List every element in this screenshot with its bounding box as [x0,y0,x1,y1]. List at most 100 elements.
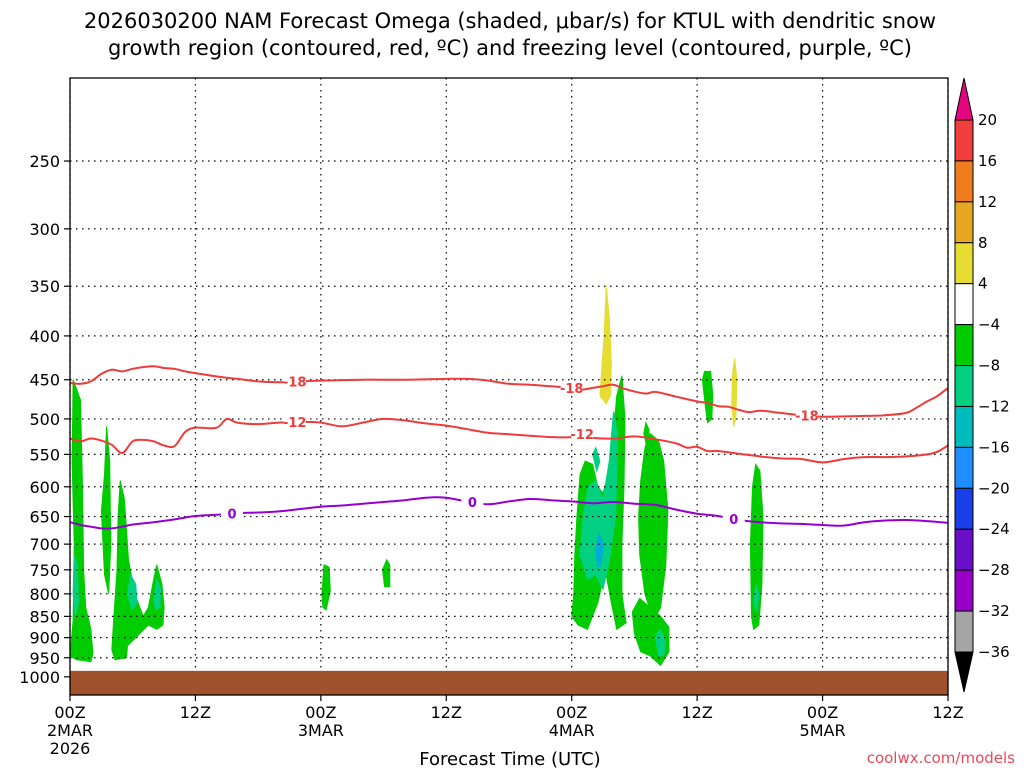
chart-title-line-2: growth region (contoured, red, ºC) and f… [108,36,912,60]
x-tick-label: 12Z [180,703,211,722]
colorbar-tick-label: 16 [978,152,997,170]
y-tick-label: 1000 [19,668,60,687]
contour-label-bg [571,427,594,442]
contour-label: 0 [227,508,236,523]
plot-frame [69,77,949,696]
x-tick-label: 00Z [305,703,336,722]
colorbar-tick-label: −24 [978,520,1010,538]
x-tick-label: 00Z [54,703,85,722]
y-tick-label: 600 [29,478,60,497]
colorbar-segment [954,283,974,326]
contour-label: 0 [468,496,477,511]
y-tick-label: 450 [29,371,60,390]
colorbar-top-arrow [954,77,974,121]
contour-label-bg [560,380,583,395]
colorbar-tick-label: 8 [978,234,988,252]
omega-region [753,584,760,613]
colorbar-segment [954,487,974,530]
colorbar-segment [954,119,974,162]
colorbar-tick-label: 4 [978,275,988,293]
omega-region [599,286,612,405]
omega-region [321,564,331,611]
contour-label: 0 [729,513,738,528]
colorbar-segment [954,446,974,489]
colorbar-segment [954,569,974,612]
colorbar-segment [954,324,974,367]
chart-title-line-1: 2026030200 NAM Forecast Omega (shaded, μ… [84,9,936,33]
ground-shading [70,670,948,695]
contour-label: -12 [570,428,594,443]
contour-label: -18 [560,382,584,397]
y-tick-label: 250 [29,152,60,171]
omega-region [69,379,94,663]
y-tick-label: 500 [29,410,60,429]
x-tick-label: 12Z [932,703,963,722]
contour-line [69,417,949,464]
omega-region [579,411,619,591]
y-tick-label: 850 [29,607,60,626]
contour-label: -18 [795,410,819,425]
colorbar-segment [954,528,974,571]
y-tick-label: 300 [29,220,60,239]
contour-label-bg [461,495,484,510]
x-tick-year-label: 2026 [50,739,91,758]
contour-label-bg [795,408,818,423]
x-tick-label: 12Z [681,703,712,722]
colorbar-tick-label: −8 [978,357,1000,375]
colorbar-segment [954,610,974,653]
x-tick-date-label: 4MAR [549,721,595,740]
colorbar-tick-label: −32 [978,602,1010,620]
colorbar-bottom-arrow [954,651,974,693]
omega-region [749,463,764,631]
y-tick-label: 750 [29,561,60,580]
y-tick-label: 350 [29,277,60,296]
colorbar-segment [954,365,974,407]
omega-region [638,432,669,622]
colorbar-tick-label: −16 [978,438,1010,456]
contour-label-bg [283,415,306,430]
y-tick-label: 800 [29,585,60,604]
y-tick-label: 700 [29,535,60,554]
y-tick-label: 900 [29,629,60,648]
omega-region [731,358,738,427]
omega-region [381,558,391,588]
x-tick-label: 00Z [807,703,838,722]
contour-label: -12 [283,416,307,431]
contour-label: -18 [283,376,307,391]
omega-region [592,446,601,473]
colorbar: 20 16 12 8 4 −4 −8 −12 −16 −20 −24 −28 −32 −36 [954,77,1010,693]
omega-region [654,628,667,657]
contour-label-bg [283,374,306,389]
y-tick-label: 400 [29,327,60,346]
x-tick-date-label: 3MAR [298,721,344,740]
colorbar-tick-label: −12 [978,397,1010,415]
colorbar-tick-label: 12 [978,193,997,211]
omega-region [701,370,714,424]
colorbar-segment [954,201,974,244]
contour-line [69,496,949,530]
colorbar-segment [954,242,974,285]
y-tick-label: 950 [29,649,60,668]
colorbar-segment [954,160,974,203]
colorbar-tick-label: 20 [978,111,997,129]
y-tick-label: 550 [29,445,60,464]
colorbar-tick-label: −4 [978,316,1000,334]
plot-area: -18 -18 -18 -12 -12 0 0 0 [69,78,949,695]
omega-region [111,480,165,661]
colorbar-tick-label: −20 [978,479,1010,497]
omega-region [595,531,604,569]
axes: 250 300 350 400 450 500 550 600 650 700 750 800 850 9… [19,77,964,758]
omega-region [643,420,650,448]
x-tick-date-label: 5MAR [800,721,846,740]
colorbar-tick-label: −28 [978,561,1010,579]
x-tick-date-label: 2MAR [47,721,93,740]
colorbar-segment [954,405,974,448]
x-tick-label: 12Z [431,703,462,722]
x-axis-label: Forecast Time (UTC) [419,749,600,768]
omega-region [100,426,112,594]
colorbar-tick-label: −36 [978,643,1010,661]
x-tick-label: 00Z [556,703,587,722]
contour-label-bg [722,511,745,526]
contour-label-bg [221,506,244,521]
